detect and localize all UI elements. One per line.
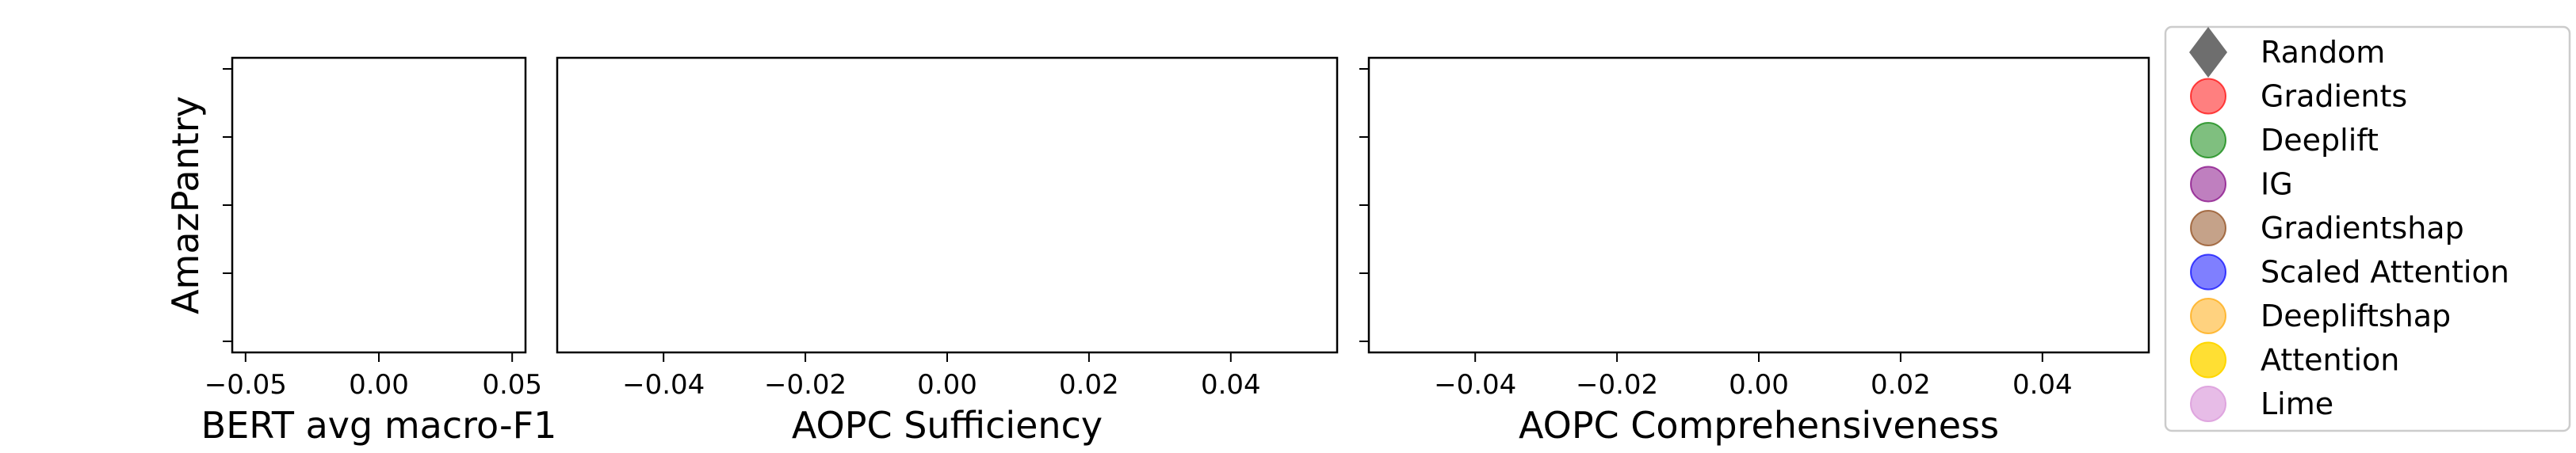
legend-entry: Random [2189, 27, 2385, 78]
legend-label: Random [2261, 35, 2385, 70]
x-axis-label: BERT avg macro-F1 [201, 404, 557, 447]
axes-frame [556, 56, 1339, 354]
legend-marker-circle [2190, 253, 2226, 291]
axes-frame [1367, 56, 2150, 354]
x-tick-label: 0.00 [1729, 369, 1789, 401]
legend-label: Lime [2261, 386, 2333, 421]
legend-marker-circle [2190, 341, 2226, 379]
x-tick-label: 0.02 [1871, 369, 1931, 401]
legend-entry: Deeplift [2190, 122, 2379, 158]
x-tick-label: −0.04 [1434, 369, 1516, 401]
legend-marker-circle [2190, 210, 2226, 246]
panel-2: −0.04 −0.02 0.00 0.02 0.04 AOPC Sufficiency [556, 56, 1339, 447]
legend-frame [2164, 25, 2571, 432]
legend-label: Attention [2261, 343, 2399, 378]
x-tick-label: −0.05 [204, 369, 287, 401]
x-tick-label: 0.02 [1059, 369, 1119, 401]
y-axis-label: AmazPantry [164, 96, 207, 314]
legend-entry: Gradients [2190, 78, 2407, 115]
axes-frame [231, 56, 527, 354]
legend-marker-circle [2190, 78, 2226, 115]
x-axis-label: AOPC Sufficiency [792, 404, 1103, 447]
legend-entry: Gradientshap [2190, 210, 2464, 246]
legend-entry: Scaled Attention [2190, 253, 2509, 291]
legend-label: Deeplift [2261, 123, 2379, 158]
legend-label: Gradients [2261, 79, 2407, 114]
x-tick-label: 0.00 [917, 369, 977, 401]
legend-label: Gradientshap [2261, 211, 2464, 246]
legend-label: IG [2261, 167, 2293, 202]
legend-marker-circle [2190, 122, 2226, 158]
x-tick-label: 0.00 [349, 369, 409, 401]
panel-3: −0.04 −0.02 0.00 0.02 0.04 AOPC Comprehensive… [1359, 56, 2150, 447]
legend-entry: Lime [2190, 386, 2333, 422]
x-tick-label: 0.04 [1201, 369, 1261, 401]
legend: Random Gradients Deeplift IG Gradientshap Sca… [2164, 25, 2571, 432]
x-tick-label: 0.04 [2012, 369, 2073, 401]
x-axis-label: AOPC Comprehensiveness [1519, 404, 1999, 447]
legend-marker-diamond [2189, 27, 2227, 78]
legend-marker-circle [2190, 298, 2226, 334]
x-tick-label: −0.04 [622, 369, 705, 401]
x-tick-label: −0.02 [1576, 369, 1658, 401]
legend-marker-circle [2190, 166, 2226, 203]
x-tick-label: −0.02 [764, 369, 847, 401]
legend-entry: Attention [2190, 341, 2399, 379]
legend-label: Scaled Attention [2261, 255, 2509, 290]
legend-label: Deepliftshap [2261, 299, 2451, 333]
legend-entry: IG [2190, 166, 2293, 203]
x-tick-label: 0.05 [482, 369, 542, 401]
legend-entry: Deepliftshap [2190, 298, 2451, 334]
legend-marker-circle [2190, 386, 2226, 422]
